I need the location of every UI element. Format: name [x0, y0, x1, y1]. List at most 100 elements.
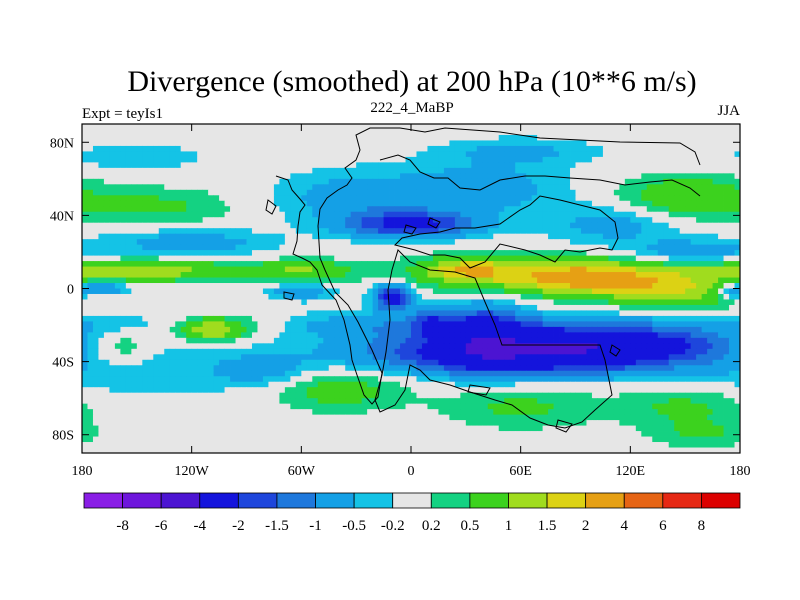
field-cell [723, 337, 730, 344]
field-cell [537, 167, 543, 174]
field-cell [262, 233, 269, 240]
field-cell [624, 151, 631, 158]
field-cell [317, 326, 324, 333]
field-cell [400, 167, 406, 174]
field-cell [301, 129, 308, 136]
field-cell [718, 315, 724, 322]
field-cell [553, 151, 560, 158]
field-cell [142, 299, 149, 306]
field-cell [251, 145, 258, 152]
field-cell [613, 151, 620, 158]
field-cell [367, 266, 374, 273]
run-label: 222_4_MaBP [370, 100, 453, 116]
field-cell [454, 162, 461, 169]
field-cell [537, 129, 543, 136]
field-cell [471, 310, 478, 317]
field-cell [696, 228, 703, 235]
field-cell [531, 272, 538, 278]
field-cell [493, 140, 500, 147]
field-cell [158, 299, 165, 306]
field-cell [136, 178, 143, 185]
field-cell [169, 272, 176, 278]
field-cell [142, 124, 149, 130]
field-cell [334, 228, 341, 235]
field-cell [630, 178, 637, 185]
field-cell [701, 310, 708, 317]
field-cell [531, 222, 538, 229]
field-cell [432, 321, 439, 328]
field-cell [284, 239, 291, 246]
field-cell [520, 343, 527, 350]
field-cell [103, 151, 110, 158]
field-cell [389, 217, 395, 224]
field-cell [400, 255, 406, 262]
field-cell [619, 195, 626, 202]
field-cell [548, 261, 554, 267]
field-cell [602, 266, 609, 273]
field-cell [411, 189, 417, 196]
field-cell [515, 140, 522, 147]
field-cell [125, 145, 132, 152]
field-cell [465, 332, 472, 339]
field-cell [465, 299, 472, 306]
field-cell [273, 299, 280, 306]
field-cell [498, 266, 505, 273]
field-cell [411, 272, 417, 278]
field-cell [712, 255, 719, 262]
field-cell [427, 277, 434, 284]
field-cell [537, 283, 543, 289]
field-cell [520, 217, 527, 224]
field-cell [120, 189, 127, 196]
field-cell [262, 250, 269, 256]
field-cell [103, 250, 110, 256]
field-cell [367, 288, 374, 295]
field-cell [230, 343, 236, 350]
field-cell [208, 206, 214, 213]
field-cell [531, 134, 538, 141]
field-cell [158, 189, 165, 196]
field-cell [718, 332, 724, 339]
field-cell [268, 272, 275, 278]
field-cell [597, 184, 604, 191]
field-cell [125, 337, 132, 344]
field-cell [284, 173, 291, 180]
field-cell [531, 304, 538, 311]
field-cell [526, 156, 533, 163]
field-cell [328, 156, 335, 163]
field-cell [197, 206, 204, 213]
field-cell [372, 211, 379, 218]
field-cell [668, 217, 675, 224]
field-cell [82, 332, 88, 339]
field-cell [284, 184, 291, 191]
field-cell [295, 222, 302, 229]
field-cell [109, 332, 116, 339]
field-cell [685, 277, 692, 284]
field-cell [465, 272, 472, 278]
field-cell [663, 315, 670, 322]
field-cell [526, 140, 533, 147]
field-cell [87, 156, 94, 163]
field-cell [542, 255, 549, 262]
field-cell [723, 315, 730, 322]
field-cell [526, 189, 533, 196]
field-cell [723, 239, 730, 246]
field-cell [312, 228, 319, 235]
field-cell [701, 321, 708, 328]
field-cell [487, 211, 494, 218]
field-cell [537, 145, 543, 152]
field-cell [690, 310, 697, 317]
field-cell [180, 261, 187, 267]
field-cell [690, 288, 697, 295]
field-cell [175, 310, 182, 317]
field-cell [542, 124, 549, 130]
field-cell [416, 189, 423, 196]
field-cell [301, 261, 308, 267]
field-cell [646, 206, 653, 213]
field-cell [657, 299, 664, 306]
field-cell [553, 255, 560, 262]
field-cell [454, 293, 461, 300]
field-cell [674, 195, 681, 202]
field-cell [515, 145, 522, 152]
field-cell [630, 173, 637, 180]
field-cell [438, 272, 445, 278]
